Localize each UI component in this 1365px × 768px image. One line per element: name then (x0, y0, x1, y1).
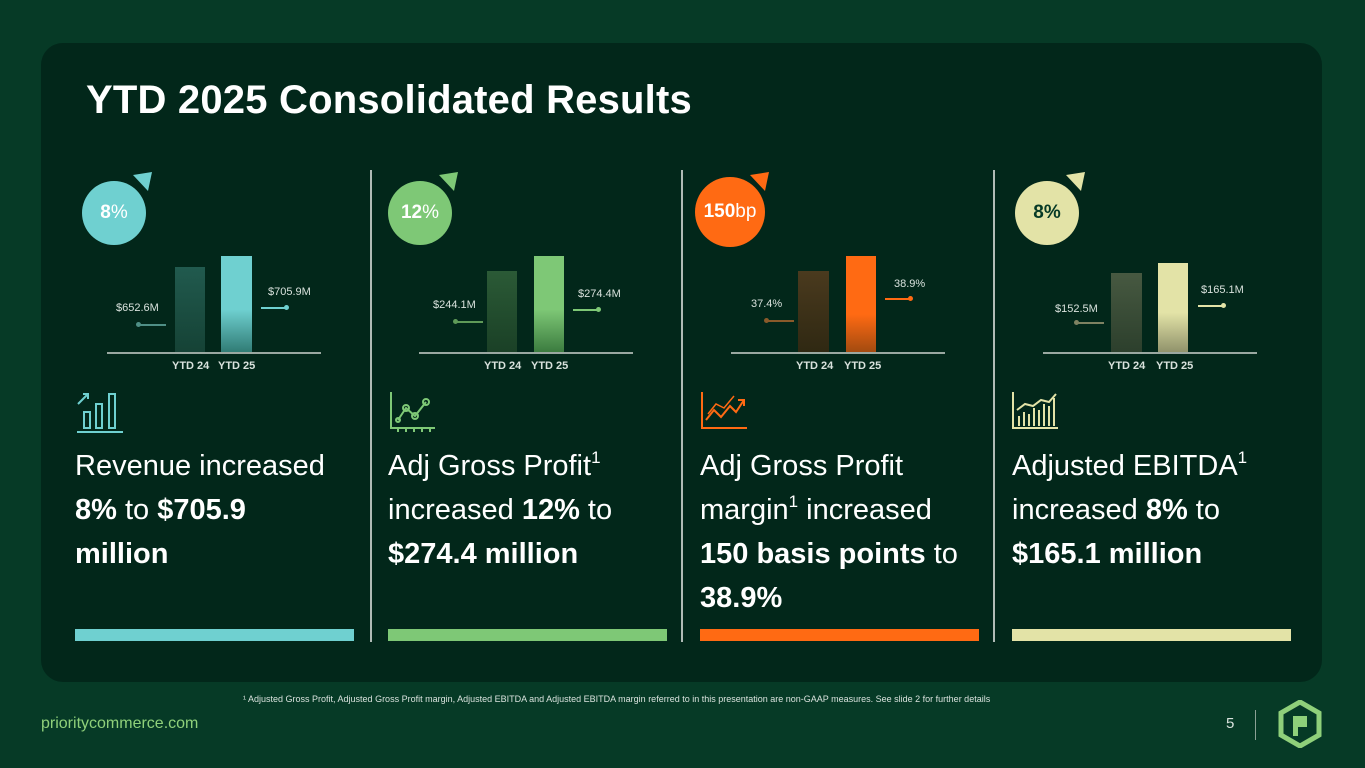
cur-value-label: $705.9M (268, 286, 311, 298)
x-label-ytd24: YTD 24 (796, 360, 834, 372)
prev-value-leader (136, 322, 166, 327)
growth-badge: 150 bp (695, 177, 765, 247)
cur-value-label: $274.4M (578, 288, 621, 300)
prev-value-label: 37.4% (751, 298, 783, 310)
prev-value-leader (1074, 320, 1104, 325)
chart-baseline (419, 352, 633, 354)
bar-ytd25 (534, 256, 564, 353)
bar-ytd24 (798, 271, 829, 353)
footer-divider (1255, 710, 1256, 740)
x-label-ytd25: YTD 25 (844, 360, 882, 372)
x-label-ytd24: YTD 24 (484, 360, 522, 372)
bar-ytd24 (487, 271, 517, 353)
arrow-up-right-icon (1066, 172, 1085, 191)
growth-badge: 8% (82, 181, 146, 245)
bar-ytd25 (221, 256, 252, 353)
cur-value-leader (1198, 303, 1226, 308)
arrow-up-right-icon (439, 172, 458, 191)
prev-value-leader (453, 319, 483, 324)
metric-headline: Adj Gross Profit1 increased 12% to $274.… (388, 448, 613, 570)
bar-chart-up-icon (77, 393, 123, 433)
x-label-ytd24: YTD 24 (172, 360, 210, 372)
x-label-ytd24: YTD 24 (1108, 360, 1146, 372)
x-label-ytd25: YTD 25 (218, 360, 256, 372)
accent-bar (388, 629, 667, 641)
priority-logo-icon (1278, 700, 1322, 748)
metric-headline: Adj Gross Profit margin1 increased 150 b… (700, 450, 958, 614)
accent-bar (75, 629, 354, 641)
accent-bar (1012, 629, 1291, 641)
growth-badge: 8% (1015, 181, 1079, 245)
chart-baseline (107, 352, 321, 354)
page-title: YTD 2025 Consolidated Results (86, 78, 692, 122)
arrow-up-right-icon (133, 172, 152, 191)
cur-value-leader (261, 305, 289, 310)
growth-badge: 12% (388, 181, 452, 245)
chart-baseline (731, 352, 945, 354)
accent-bar (700, 629, 979, 641)
column-divider (370, 170, 372, 642)
prev-value-label: $244.1M (433, 299, 476, 311)
line-chart-icon (390, 392, 435, 432)
prev-value-label: $652.6M (116, 302, 159, 314)
column-divider (993, 170, 995, 642)
trend-up-icon (701, 392, 747, 429)
cur-value-leader (885, 296, 913, 301)
bar-chart-growth-icon (1012, 392, 1058, 429)
bar-ytd24 (1111, 273, 1142, 353)
metric-headline: Revenue increased 8% to $705.9 million (75, 450, 325, 570)
cur-value-label: $165.1M (1201, 284, 1244, 296)
metric-headline: Adjusted EBITDA1 increased 8% to $165.1 … (1012, 448, 1248, 570)
x-label-ytd25: YTD 25 (1156, 360, 1194, 372)
footnote: ¹ Adjusted Gross Profit, Adjusted Gross … (243, 694, 991, 704)
website-link[interactable]: prioritycommerce.com (41, 715, 199, 732)
column-divider (681, 170, 683, 642)
cur-value-label: 38.9% (894, 278, 926, 290)
x-label-ytd25: YTD 25 (531, 360, 569, 372)
cur-value-leader (573, 307, 601, 312)
bar-ytd25 (1158, 263, 1188, 353)
bar-ytd25 (846, 256, 876, 353)
bar-ytd24 (175, 267, 205, 353)
prev-value-label: $152.5M (1055, 303, 1098, 315)
chart-baseline (1043, 352, 1257, 354)
page-number: 5 (1226, 715, 1235, 732)
arrow-up-right-icon (750, 172, 769, 191)
prev-value-leader (764, 318, 794, 323)
